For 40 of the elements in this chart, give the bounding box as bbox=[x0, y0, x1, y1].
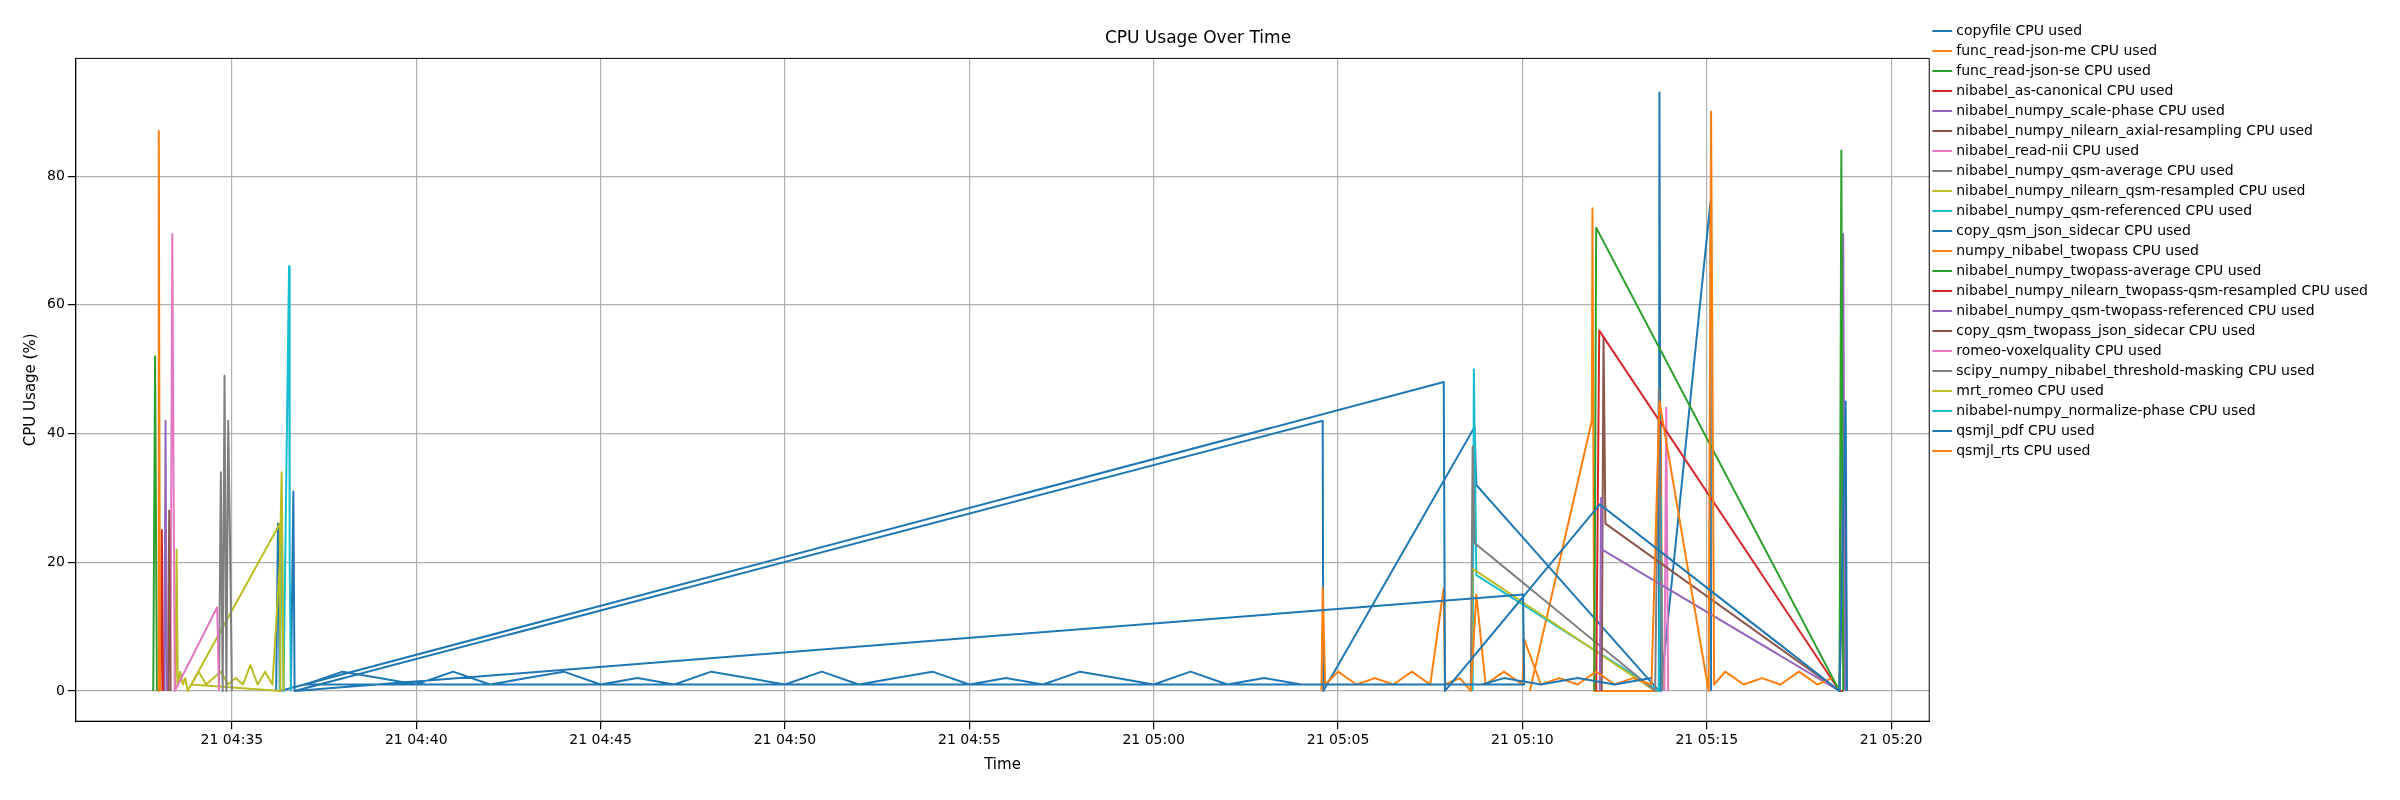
x-tick-label: 21 05:10 bbox=[1491, 731, 1554, 748]
x-tick-label: 21 04:55 bbox=[938, 731, 1001, 748]
legend-label: copy_qsm_json_sidecar CPU used bbox=[1956, 221, 2191, 238]
legend-label: func_read-json-me CPU used bbox=[1956, 41, 2158, 58]
legend-label: copy_qsm_twopass_json_sidecar CPU used bbox=[1956, 321, 2256, 338]
x-tick-label: 21 05:15 bbox=[1675, 731, 1739, 748]
legend-label: nibabel_numpy_nilearn_axial-resampling CPU used bbox=[1956, 121, 2313, 138]
x-tick-label: 21 04:50 bbox=[753, 731, 817, 748]
y-axis-title: CPU Usage (%) bbox=[20, 333, 39, 447]
legend-label: romeo-voxelquality CPU used bbox=[1956, 341, 2162, 358]
legend-label: nibabel_numpy_twopass-average CPU used bbox=[1956, 261, 2262, 278]
legend-label: qsmjl_pdf CPU used bbox=[1956, 421, 2095, 438]
chart-title: CPU Usage Over Time bbox=[1104, 26, 1292, 47]
legend-label: nibabel_numpy_nilearn_twopass-qsm-resampled CPU used bbox=[1956, 281, 2368, 298]
x-axis-title: Time bbox=[983, 754, 1021, 773]
legend-label: func_read-json-se CPU used bbox=[1956, 61, 2151, 78]
legend-label: qsmjl_rts CPU used bbox=[1956, 441, 2091, 458]
legend-label: mrt_romeo CPU used bbox=[1956, 381, 2104, 398]
legend-label: nibabel_numpy_scale-phase CPU used bbox=[1956, 101, 2225, 118]
x-tick-label: 21 04:35 bbox=[200, 731, 264, 748]
y-tick-label: 40 bbox=[46, 424, 65, 441]
legend-label: copyfile CPU used bbox=[1956, 21, 2083, 38]
legend-label: nibabel_numpy_qsm-average CPU used bbox=[1956, 161, 2234, 178]
y-tick-label: 80 bbox=[46, 166, 65, 183]
legend-label: nibabel_numpy_nilearn_qsm-resampled CPU used bbox=[1956, 181, 2306, 198]
y-tick-label: 20 bbox=[46, 552, 65, 569]
y-tick-label: 0 bbox=[55, 681, 65, 698]
x-tick-label: 21 04:45 bbox=[569, 731, 632, 748]
legend-label: nibabel-numpy_normalize-phase CPU used bbox=[1956, 401, 2256, 418]
x-tick-label: 21 05:00 bbox=[1122, 731, 1186, 748]
y-tick-label: 60 bbox=[46, 295, 65, 312]
x-tick-label: 21 05:05 bbox=[1306, 731, 1370, 748]
legend-label: nibabel_numpy_qsm-twopass-referenced CPU used bbox=[1956, 301, 2315, 318]
x-tick-label: 21 04:40 bbox=[384, 731, 448, 748]
legend-label: nibabel_read-nii CPU used bbox=[1956, 141, 2140, 158]
legend-label: nibabel_as-canonical CPU used bbox=[1956, 81, 2174, 98]
legend-label: numpy_nibabel_twopass CPU used bbox=[1956, 241, 2199, 258]
x-tick-label: 21 05:20 bbox=[1859, 731, 1923, 748]
legend-label: nibabel_numpy_qsm-referenced CPU used bbox=[1956, 201, 2253, 218]
legend-label: scipy_numpy_nibabel_threshold-masking CPU used bbox=[1956, 361, 2315, 378]
